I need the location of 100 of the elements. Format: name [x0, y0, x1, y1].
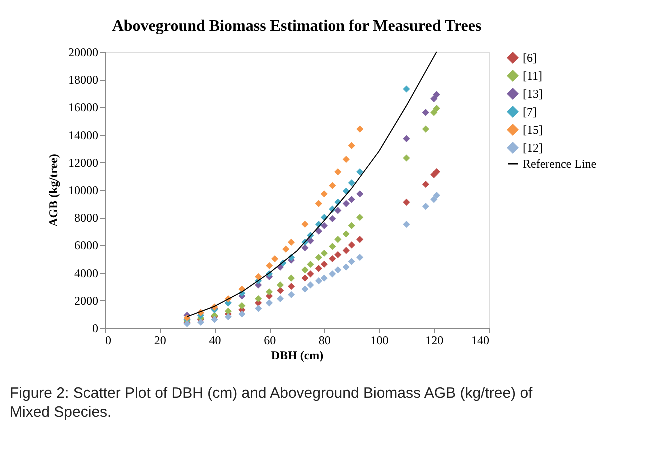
point — [329, 182, 336, 190]
point — [348, 180, 356, 187]
x-tick-label: 40 — [209, 334, 222, 348]
x-axis-title: DBH (cm) — [271, 348, 324, 362]
y-tick-label: 8000 — [74, 211, 98, 226]
legend-label: [6] — [523, 51, 537, 65]
x-tick-label: 140 — [472, 334, 490, 348]
point — [320, 250, 328, 258]
point — [329, 270, 336, 278]
point — [348, 196, 356, 204]
point — [302, 244, 309, 252]
point — [255, 305, 262, 312]
point — [266, 300, 274, 307]
point — [433, 192, 440, 200]
point — [315, 278, 322, 285]
point — [422, 109, 430, 116]
point — [282, 246, 290, 253]
point — [277, 282, 284, 289]
point — [329, 243, 336, 250]
point — [255, 295, 262, 303]
point — [288, 274, 296, 282]
point — [302, 220, 309, 228]
point — [342, 247, 350, 254]
point — [348, 222, 356, 230]
point — [433, 168, 440, 176]
point — [315, 254, 322, 262]
point — [315, 228, 322, 235]
point — [266, 262, 274, 270]
point — [356, 126, 364, 133]
point — [433, 91, 440, 98]
point — [356, 214, 364, 222]
x-tick-label: 20 — [154, 334, 166, 348]
point — [288, 291, 296, 298]
caption: Figure 2: Scatter Plot of DBH (cm) and Aboveground Biomass AGB (kg/tree) of Mixed Species. — [10, 385, 534, 421]
point — [272, 255, 279, 263]
point — [403, 198, 410, 206]
point — [307, 260, 314, 268]
point — [430, 196, 438, 204]
point — [238, 310, 246, 318]
point — [342, 156, 350, 164]
point — [277, 295, 284, 303]
point — [307, 282, 314, 289]
point — [288, 238, 296, 246]
point — [422, 203, 430, 210]
point — [403, 220, 410, 228]
point — [320, 274, 328, 282]
point — [288, 283, 296, 290]
point — [356, 190, 364, 198]
point — [329, 215, 336, 223]
point — [334, 266, 342, 274]
point — [342, 200, 350, 208]
y-tick-label: 6000 — [74, 238, 98, 253]
y-axis-title: AGB (kg/tree) — [46, 154, 60, 227]
point — [315, 200, 322, 208]
point — [342, 230, 350, 238]
x-tick-label: 0 — [106, 334, 112, 348]
point — [197, 318, 205, 326]
legend-label: Reference Line — [523, 157, 597, 171]
y-tick-label: 10000 — [68, 184, 98, 198]
y-tick-label: 18000 — [68, 73, 98, 88]
point — [430, 109, 438, 116]
point — [266, 288, 274, 296]
legend-label: [7] — [523, 105, 537, 119]
x-tick-label: 100 — [370, 334, 389, 348]
legend-label: [13] — [523, 87, 543, 101]
y-tick-label: 2000 — [74, 294, 98, 308]
point — [403, 154, 410, 162]
y-tick-label: 14000 — [68, 128, 98, 142]
point — [348, 258, 356, 266]
y-tick-label: 4000 — [74, 266, 98, 280]
point — [348, 142, 356, 150]
point — [356, 236, 364, 244]
y-tick-label: 16000 — [68, 100, 98, 115]
point — [307, 270, 314, 278]
point — [238, 302, 246, 310]
point — [320, 190, 328, 198]
point — [334, 251, 342, 258]
point — [422, 180, 430, 188]
point — [302, 274, 309, 282]
point — [302, 286, 309, 293]
point — [342, 264, 350, 271]
point — [320, 222, 328, 230]
x-tick-label: 120 — [426, 334, 444, 348]
point — [211, 316, 218, 324]
x-tick-label: 60 — [264, 334, 276, 348]
y-tick-label: 12000 — [68, 156, 98, 170]
point — [430, 95, 438, 102]
point — [315, 265, 322, 272]
point — [334, 207, 342, 214]
point — [255, 273, 262, 280]
point — [403, 135, 410, 142]
point — [334, 236, 342, 244]
point — [356, 168, 364, 176]
point — [277, 287, 284, 294]
point — [307, 238, 314, 245]
point — [433, 105, 440, 112]
point — [329, 255, 336, 263]
point — [224, 308, 232, 315]
chart-title: Aboveground Biomass Estimation for Measured Trees — [112, 18, 482, 35]
point — [403, 86, 410, 93]
